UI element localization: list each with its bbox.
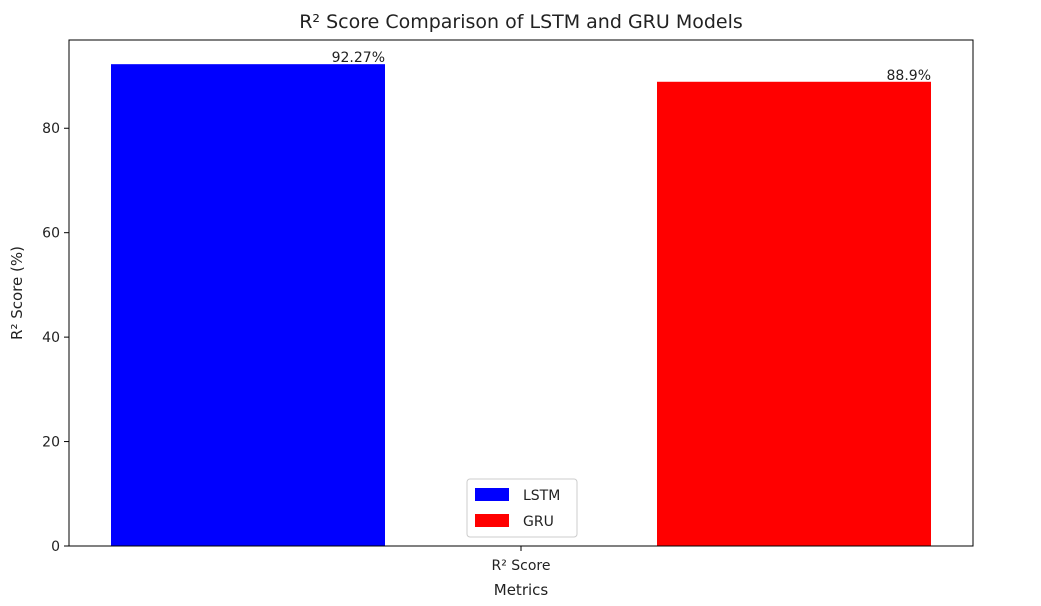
legend-swatch-gru <box>475 514 509 527</box>
y-tick-label: 20 <box>42 435 60 451</box>
x-tick-label: R² Score <box>491 558 550 574</box>
chart-title: R² Score Comparison of LSTM and GRU Mode… <box>299 11 743 33</box>
legend-box <box>466 478 578 538</box>
data-label-gru: 88.9% <box>887 68 931 84</box>
legend-label-lstm: LSTM <box>523 488 560 504</box>
y-axis-label: R² Score (%) <box>8 246 26 340</box>
legend-swatch-lstm <box>475 488 509 501</box>
bar-lstm <box>111 64 385 546</box>
bar-gru <box>657 81 931 546</box>
y-tick-label: 40 <box>42 330 60 346</box>
y-tick-label: 80 <box>42 121 60 137</box>
data-label-lstm: 92.27% <box>332 50 385 66</box>
legend-label-gru: GRU <box>523 514 554 530</box>
y-tick-label: 0 <box>51 539 60 555</box>
x-axis-label: Metrics <box>494 581 549 599</box>
plot-area: 92.27% 88.9% 0 20 40 60 80 R² Score <box>42 39 974 574</box>
legend: LSTM GRU <box>466 478 578 538</box>
y-tick-label: 60 <box>42 226 60 242</box>
